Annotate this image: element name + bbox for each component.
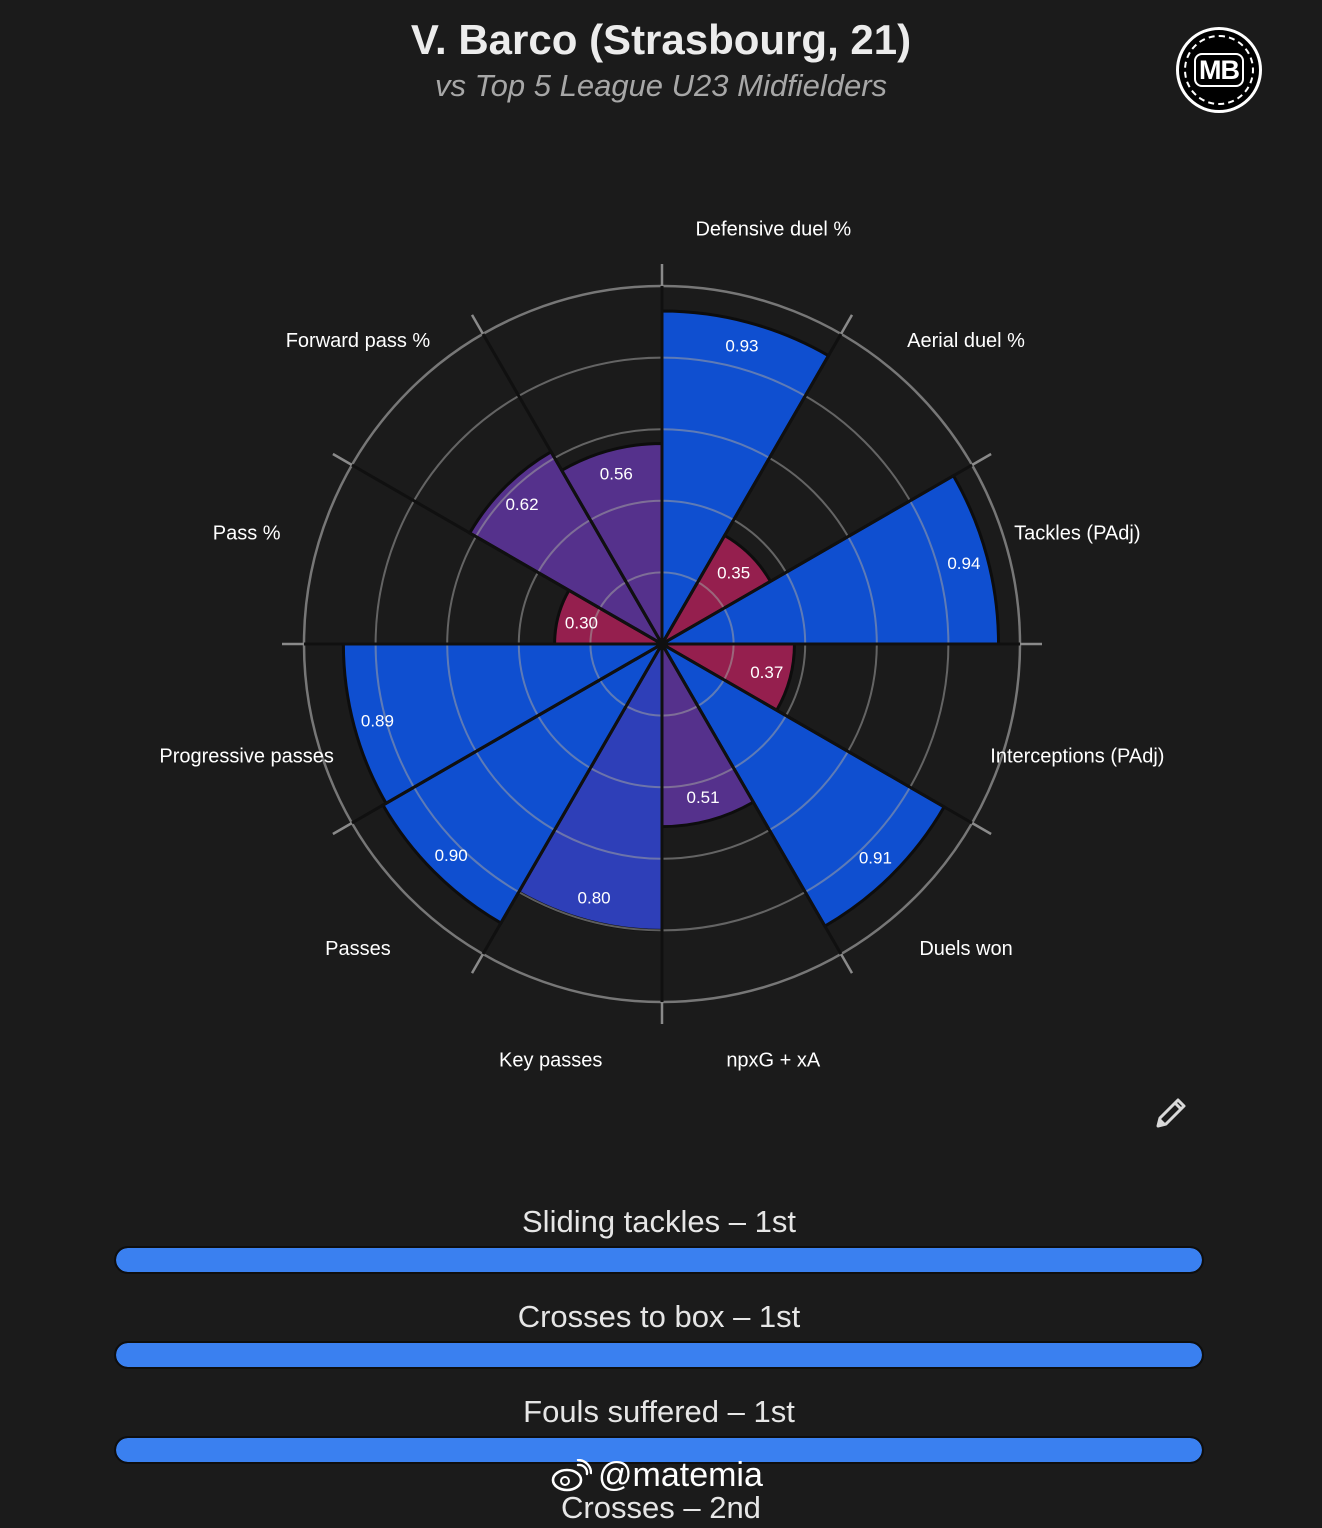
axis-tick	[839, 314, 854, 335]
bar-label: Sliding tackles – 1st	[522, 1204, 796, 1239]
axis-tick	[470, 314, 485, 335]
sector-divider	[351, 463, 663, 646]
value-label: 0.51	[686, 788, 719, 807]
category-label: Pass %	[213, 523, 281, 545]
chart-center	[656, 638, 668, 650]
category-label: Key passes	[499, 1049, 602, 1071]
percentile-bar-row: Sliding tackles – 1st	[114, 1198, 1204, 1293]
category-label: Aerial duel %	[907, 330, 1025, 352]
axis-tick	[332, 821, 353, 836]
category-label: Forward pass %	[286, 330, 431, 352]
value-label: 0.37	[750, 663, 783, 682]
bar-fill	[116, 1343, 1202, 1367]
value-label: 0.30	[565, 613, 598, 632]
bar-track	[114, 1246, 1204, 1274]
bar-sector	[559, 442, 664, 650]
bar-sector	[656, 473, 1001, 646]
sector-divider	[661, 642, 973, 825]
axis-tick	[839, 953, 854, 974]
category-label: npxG + xA	[726, 1049, 821, 1071]
axis-tick	[332, 452, 353, 467]
category-label: Progressive passes	[159, 745, 334, 767]
percentile-bar-row: Fouls suffered – 1st	[114, 1388, 1204, 1483]
value-label: 0.89	[361, 711, 394, 730]
sector-divider	[481, 333, 664, 645]
percentile-bar-row: Crosses to box – 1st	[114, 1293, 1204, 1388]
value-label: 0.90	[435, 846, 468, 865]
sector-divider	[661, 463, 973, 646]
bar-fill	[116, 1248, 1202, 1272]
chart-title: V. Barco (Strasbourg, 21)	[410, 16, 912, 63]
axis-tick	[470, 953, 485, 974]
polar-bar-chart: 0.93 0.35 0.94 0.37 0.91 0.51 0.80 0.90 0.89 0.30…	[159, 219, 1164, 1072]
bar-sector	[467, 449, 667, 649]
bar-sector	[341, 642, 668, 806]
bar-sector	[657, 639, 947, 929]
category-label: Duels won	[919, 938, 1012, 960]
value-label: 0.62	[505, 495, 538, 514]
bar-track	[114, 1436, 1204, 1464]
category-label: Interceptions (PAdj)	[990, 745, 1164, 767]
value-label: 0.35	[717, 563, 750, 582]
value-label: 0.56	[600, 465, 633, 484]
bar-label: Fouls suffered – 1st	[523, 1394, 795, 1429]
sector-divider	[660, 643, 843, 955]
sector-divider	[351, 642, 663, 825]
bar-fill	[116, 1438, 1202, 1462]
bar-sector	[380, 639, 667, 926]
percentile-bars: Sliding tackles – 1st Crosses to box – 1…	[114, 1198, 1204, 1483]
watermark-text: @matemia	[598, 1456, 763, 1494]
value-label: 0.91	[859, 848, 892, 867]
value-label: 0.94	[947, 554, 980, 573]
category-label: Tackles (PAdj)	[1014, 523, 1140, 545]
bar-track	[114, 1341, 1204, 1369]
category-label: Defensive duel %	[695, 219, 851, 241]
chart-subtitle: vs Top 5 League U23 Midfielders	[434, 68, 888, 103]
value-label: 0.80	[578, 888, 611, 907]
axis-tick	[971, 452, 992, 467]
bar-sector	[660, 638, 756, 829]
value-label: 0.93	[725, 337, 758, 356]
weibo-icon	[551, 1458, 592, 1491]
bar-sector	[660, 309, 831, 650]
sector-divider	[481, 643, 664, 955]
axis-tick	[971, 821, 992, 836]
logo-text: MB	[1194, 53, 1244, 87]
pencil-icon[interactable]	[1150, 1090, 1194, 1134]
bar-label: Crosses to box – 1st	[517, 1299, 801, 1334]
sector-divider	[660, 333, 843, 645]
category-label: Passes	[325, 938, 391, 960]
watermark: @matemia	[550, 1456, 763, 1495]
mb-logo: MB	[1176, 27, 1262, 113]
